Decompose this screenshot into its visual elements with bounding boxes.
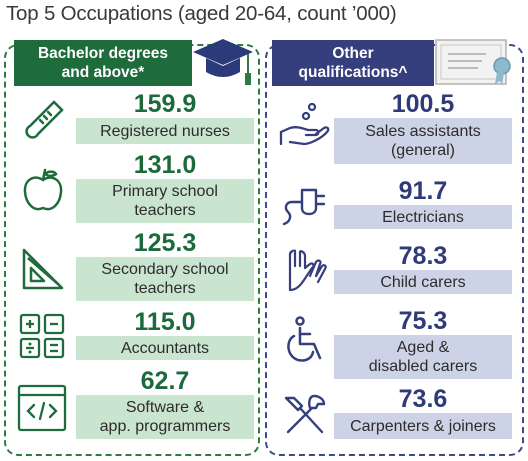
apple-icon: [23, 168, 63, 211]
hand-coins-icon: [279, 102, 330, 146]
value-accountants: 115.0: [134, 308, 196, 336]
label-registered-nurses: Registered nurses: [76, 118, 254, 144]
page-title: Top 5 Occupations (aged 20-64, count ’00…: [6, 2, 397, 25]
hands-icon: [288, 249, 327, 292]
label-child-carers: Child carers: [334, 270, 512, 294]
value-aged-carers: 75.3: [398, 307, 448, 335]
plug-icon: [282, 188, 326, 226]
calculator-icon: [19, 313, 65, 359]
label-electricians: Electricians: [334, 205, 512, 229]
ruler-triangle-icon: [22, 248, 64, 290]
value-electricians: 91.7: [398, 177, 448, 205]
label-sales-assistants: Sales assistants (general): [334, 118, 512, 164]
certificate-icon: [435, 39, 511, 85]
value-sales-assistants: 100.5: [391, 90, 455, 118]
value-software-programmers: 62.7: [140, 367, 190, 395]
tools-icon: [284, 394, 326, 434]
value-child-carers: 78.3: [398, 242, 448, 270]
value-carpenters: 73.6: [398, 385, 448, 413]
other-qualifications-header: Other qualifications^: [272, 40, 434, 86]
label-accountants: Accountants: [76, 336, 254, 360]
value-secondary-teachers: 125.3: [133, 229, 197, 257]
value-primary-teachers: 131.0: [133, 151, 197, 179]
label-software-programmers: Software & app. programmers: [76, 395, 254, 439]
graduation-cap-icon: [193, 39, 253, 85]
label-carpenters: Carpenters & joiners: [334, 413, 512, 439]
bachelor-header: Bachelor degrees and above*: [14, 40, 192, 86]
label-primary-teachers: Primary school teachers: [76, 179, 254, 223]
label-secondary-teachers: Secondary school teachers: [76, 257, 254, 301]
wheelchair-icon: [287, 316, 322, 362]
code-window-icon: [17, 384, 67, 432]
value-registered-nurses: 159.9: [133, 90, 197, 118]
thermometer-icon: [25, 100, 64, 139]
label-aged-carers: Aged & disabled carers: [334, 335, 512, 379]
